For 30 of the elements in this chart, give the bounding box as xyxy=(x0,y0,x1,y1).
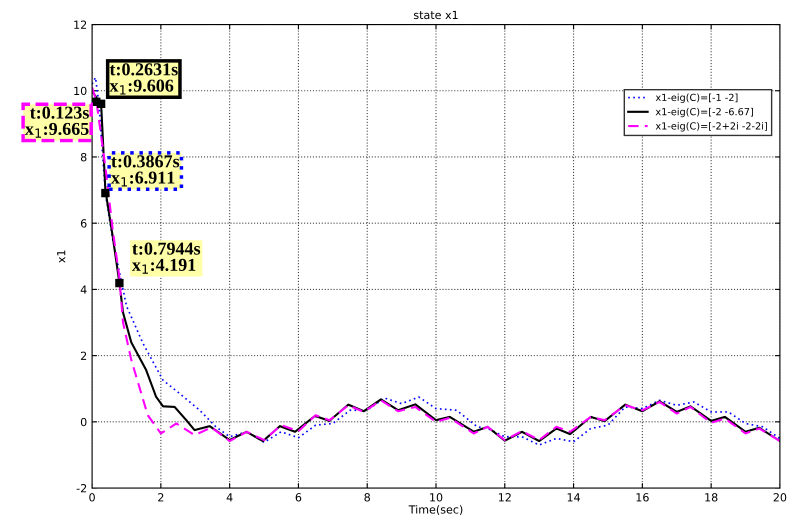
annotation: t:0.3867s x$_{1}$:6.911 xyxy=(111,155,180,186)
point xyxy=(115,278,124,288)
x-tick-label: 0 xyxy=(89,493,95,502)
y-tick-label: 2 xyxy=(80,352,86,360)
annotation: t:0.2631s x$_{1}$:9.606 xyxy=(110,63,178,94)
y-tick-label: 6 xyxy=(80,219,87,228)
y-tick-label: 0 xyxy=(80,418,86,426)
y-tick-label: 12 xyxy=(74,20,86,29)
x-tick-label: 6 xyxy=(296,493,302,502)
x-tick-label: 10 xyxy=(430,493,442,502)
x-tick-label: 16 xyxy=(636,493,649,502)
x-axis-title: Time(sec) xyxy=(408,505,462,515)
x-tick-label: 4 xyxy=(226,493,233,502)
y-tick-label: -2 xyxy=(76,484,86,492)
y-tick-label: 10 xyxy=(74,86,86,96)
y-tick-label: 4 xyxy=(80,286,87,294)
x-tick-label: 2 xyxy=(158,493,164,502)
legend-label: x1-eig(C)=[-2 -6.67] xyxy=(656,108,753,118)
x-tick-label: 20 xyxy=(774,493,786,502)
legend-label: x1-eig(C)=[-1 -2] xyxy=(656,94,738,103)
x-tick-label: 8 xyxy=(364,493,370,502)
x-tick-label: 14 xyxy=(568,493,580,502)
legend-label: x1-eig(C)=[-2+2i -2-2i] xyxy=(656,122,767,132)
y-axis-title: x1 xyxy=(57,250,66,263)
annotation: t:0.7944s x$_{1}$:4.191 xyxy=(132,242,200,274)
y-tick-label: 8 xyxy=(80,152,86,162)
annotation: t:0.123s x$_{1}$:9.665 xyxy=(24,106,89,138)
chart-title: state x1 xyxy=(414,10,458,20)
x-tick-label: 12 xyxy=(498,493,511,502)
x-tick-label: 18 xyxy=(705,493,718,502)
